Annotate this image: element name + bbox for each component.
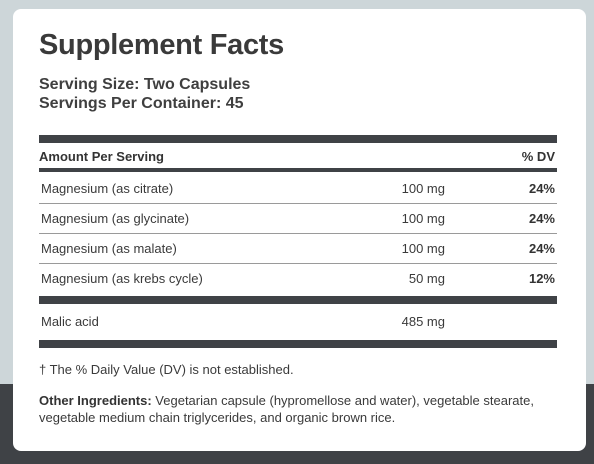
header-divider — [39, 168, 557, 172]
daily-value-footnote: † The % Daily Value (DV) is not establis… — [39, 362, 294, 377]
nutrient-dv: 24% — [528, 241, 555, 256]
daily-value-header: % DV — [521, 149, 555, 164]
table-row: Malic acid 485 mg — [39, 307, 557, 337]
servings-per-container: Servings Per Container: 45 — [39, 95, 244, 112]
nutrient-dv: 24% — [528, 211, 555, 226]
nutrient-amount: 100 mg — [401, 181, 445, 196]
table-header: Amount Per Serving % DV — [39, 149, 557, 164]
serving-size: Serving Size: Two Capsules — [39, 76, 251, 93]
table-row: Magnesium (as glycinate) 100 mg 24% — [39, 204, 557, 234]
table-row: Magnesium (as malate) 100 mg 24% — [39, 234, 557, 264]
other-ingredients: Other Ingredients: Vegetarian capsule (h… — [39, 392, 559, 426]
nutrient-amount: 100 mg — [401, 211, 445, 226]
supplement-facts-card: Supplement Facts Serving Size: Two Capsu… — [13, 9, 586, 451]
section-divider — [39, 296, 557, 304]
ingredient-amount: 485 mg — [401, 314, 445, 329]
nutrient-name: Magnesium (as citrate) — [41, 181, 174, 196]
nutrient-name: Magnesium (as glycinate) — [41, 211, 190, 226]
other-ingredients-label: Other Ingredients: — [39, 393, 152, 408]
table-row: Magnesium (as krebs cycle) 50 mg 12% — [39, 264, 557, 294]
table-row: Magnesium (as citrate) 100 mg 24% — [39, 174, 557, 204]
nutrient-name: Magnesium (as krebs cycle) — [41, 271, 203, 286]
nutrient-amount: 50 mg — [408, 271, 445, 286]
nutrient-name: Magnesium (as malate) — [41, 241, 177, 256]
ingredient-name: Malic acid — [41, 314, 99, 329]
top-divider — [39, 135, 557, 143]
other-ingredients-text: Vegetarian capsule (hypromellose and wat… — [39, 393, 534, 425]
bottom-divider — [39, 340, 557, 348]
nutrient-dv: 24% — [528, 181, 555, 196]
nutrient-dv: 12% — [528, 271, 555, 286]
panel-title: Supplement Facts — [39, 29, 284, 61]
nutrient-amount: 100 mg — [401, 241, 445, 256]
amount-per-serving-header: Amount Per Serving — [39, 149, 164, 164]
